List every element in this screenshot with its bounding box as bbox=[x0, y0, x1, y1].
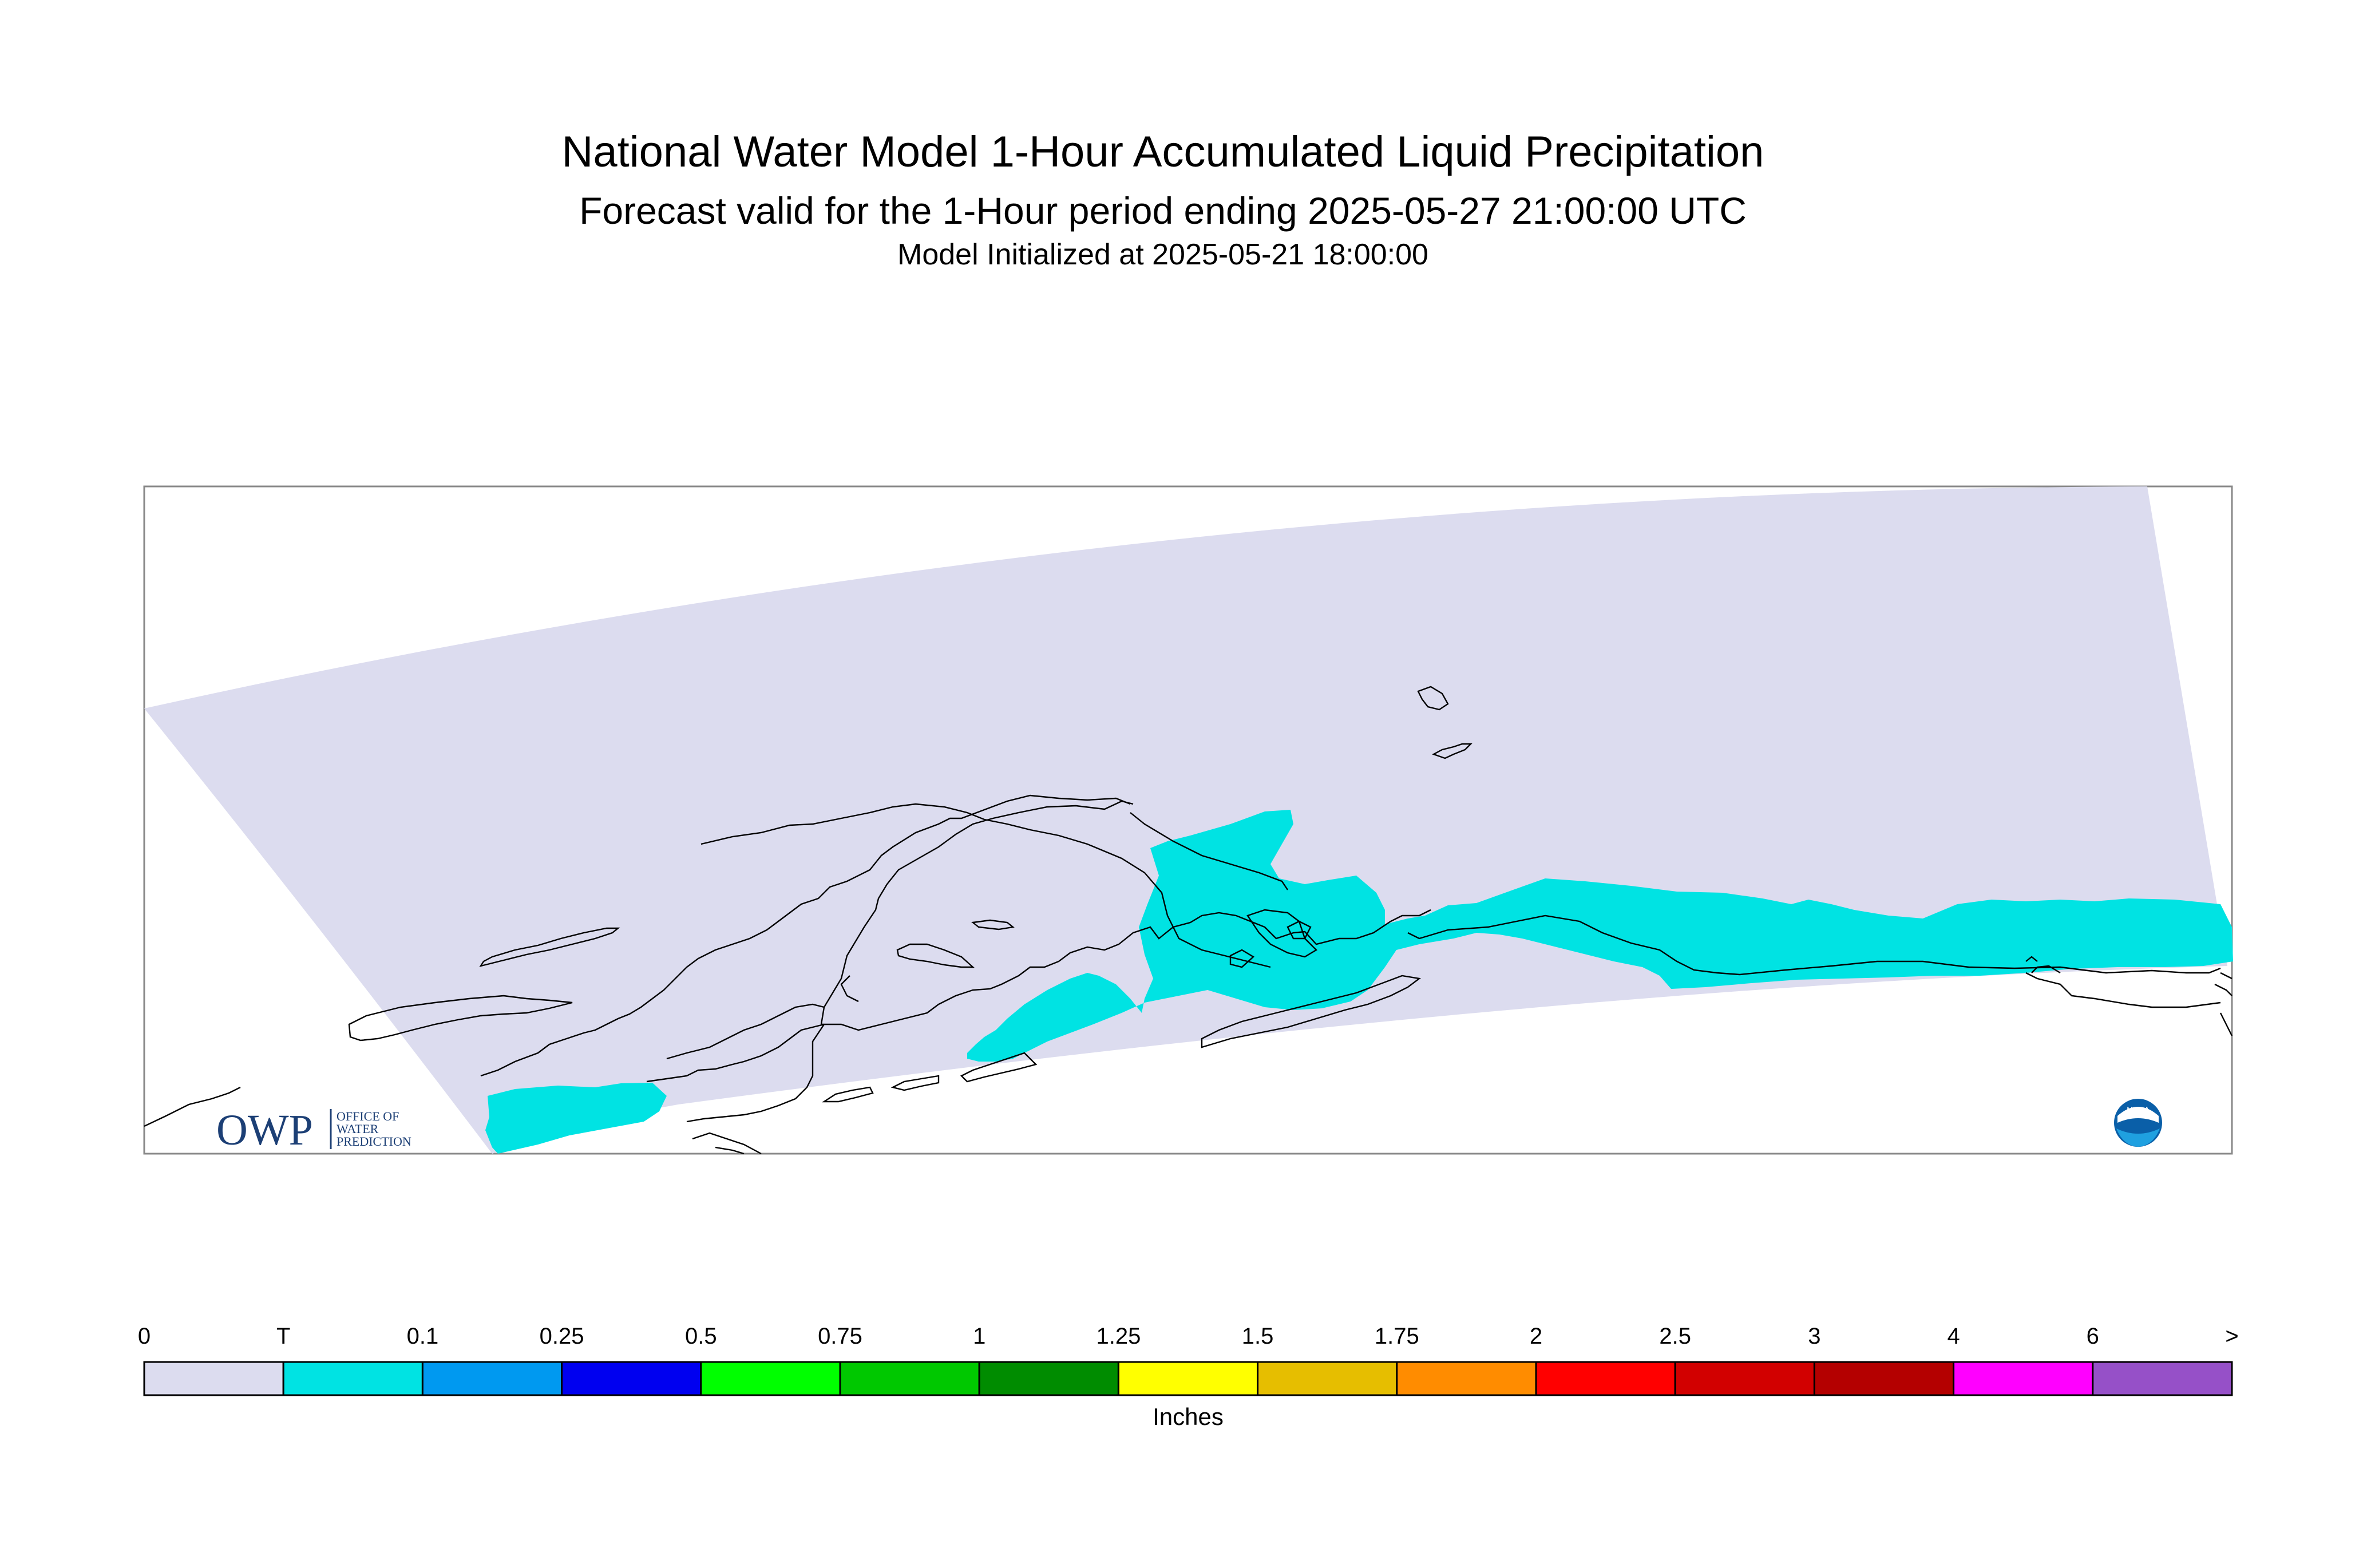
legend-tick-label: 1.5 bbox=[1242, 1324, 1274, 1349]
legend-color-bar bbox=[143, 1361, 2233, 1396]
legend-color-box bbox=[700, 1361, 841, 1396]
coastline-kodiak bbox=[1246, 909, 1317, 958]
legend-tick-label: 2 bbox=[1530, 1324, 1542, 1349]
legend-tick-label: 0.5 bbox=[685, 1324, 717, 1349]
legend-tick-label: 0 bbox=[138, 1324, 151, 1349]
noaa-logo-icon: NOAA bbox=[2114, 1099, 2162, 1147]
coastline-arctic-islands bbox=[1417, 686, 1472, 759]
owp-logo-line-1: OFFICE OF bbox=[337, 1109, 399, 1123]
legend-tick-label: 0.25 bbox=[540, 1324, 584, 1349]
noaa-logo-text: NOAA bbox=[2127, 1105, 2150, 1114]
coastline-southeast-alaska bbox=[2031, 965, 2233, 1036]
legend-tick-label: 0.1 bbox=[407, 1324, 439, 1349]
map-title: National Water Model 1-Hour Accumulated … bbox=[561, 128, 1764, 176]
legend-color-box bbox=[1117, 1361, 1259, 1396]
legend-color-box bbox=[1396, 1361, 1537, 1396]
owp-logo-mark: OWP bbox=[216, 1106, 313, 1154]
legend-color-box bbox=[421, 1361, 563, 1396]
legend-tick-label: 1.25 bbox=[1096, 1324, 1141, 1349]
coastline-bristol-bay bbox=[646, 1023, 825, 1123]
coastline-kuskokwim-norton bbox=[480, 794, 1131, 1077]
precip-area-trace-southwest bbox=[485, 1083, 667, 1154]
legend-tick-label: T bbox=[276, 1324, 290, 1349]
precipitation-areas bbox=[485, 810, 2233, 1154]
legend-color-box bbox=[1674, 1361, 1815, 1396]
model-init-line: Model Initialized at 2025-05-21 18:00:00 bbox=[897, 238, 1428, 271]
owp-logo-line-3: PREDICTION bbox=[337, 1134, 411, 1149]
coastline-chukotka bbox=[144, 1086, 762, 1155]
coastline-seward-peninsula bbox=[700, 803, 1271, 968]
legend-color-box bbox=[2092, 1361, 2233, 1396]
legend-tick-label: 1 bbox=[973, 1324, 985, 1349]
coastline-aleutian-east bbox=[1201, 975, 1421, 1048]
legend-tick-label: 1.75 bbox=[1375, 1324, 1419, 1349]
legend-color-box bbox=[1535, 1361, 1676, 1396]
coastline-nunivak-island bbox=[896, 943, 975, 968]
coastline-gulf-islands bbox=[1229, 920, 1312, 968]
legend-unit-label: Inches bbox=[1153, 1403, 1224, 1430]
coastline-western-islands bbox=[348, 995, 573, 1042]
legend-tick-label: 6 bbox=[2087, 1324, 2099, 1349]
legend-tick-label: 3 bbox=[1808, 1324, 1820, 1349]
legend-tick-label: 4 bbox=[1947, 1324, 1960, 1349]
precip-area-trace-central bbox=[967, 810, 2233, 1062]
legend-color-box bbox=[1257, 1361, 1398, 1396]
legend-tick-label: 2.5 bbox=[1659, 1324, 1691, 1349]
owp-logo: OWP OFFICE OF WATER PREDICTION bbox=[216, 1106, 411, 1154]
legend-color-box bbox=[282, 1361, 423, 1396]
legend-color-box bbox=[561, 1361, 702, 1396]
owp-logo-line-2: WATER bbox=[337, 1122, 379, 1136]
coastline-pribilof bbox=[971, 919, 1015, 930]
legend-tick-label: 0.75 bbox=[818, 1324, 862, 1349]
legend-color-box bbox=[978, 1361, 1119, 1396]
legend-color-box bbox=[1813, 1361, 1955, 1396]
coastline-st-lawrence-island bbox=[479, 927, 620, 967]
coastlines bbox=[144, 686, 2233, 1155]
coastline-aleutian-west bbox=[821, 1052, 1038, 1103]
legend-tick-label: > bbox=[2225, 1324, 2238, 1349]
map-subtitle: Forecast valid for the 1-Hour period end… bbox=[579, 189, 1747, 232]
legend-tick-labels: 0 T 0.1 0.25 0.5 0.75 1 1.25 1.5 1.75 2 2.5 3 4 6 > bbox=[138, 1324, 2239, 1349]
coastline-alaska-range-inland bbox=[666, 975, 859, 1060]
legend-color-box bbox=[1953, 1361, 2094, 1396]
legend-color-box bbox=[839, 1361, 980, 1396]
coastline-mainland bbox=[820, 800, 2221, 1031]
legend-color-box bbox=[143, 1361, 284, 1396]
